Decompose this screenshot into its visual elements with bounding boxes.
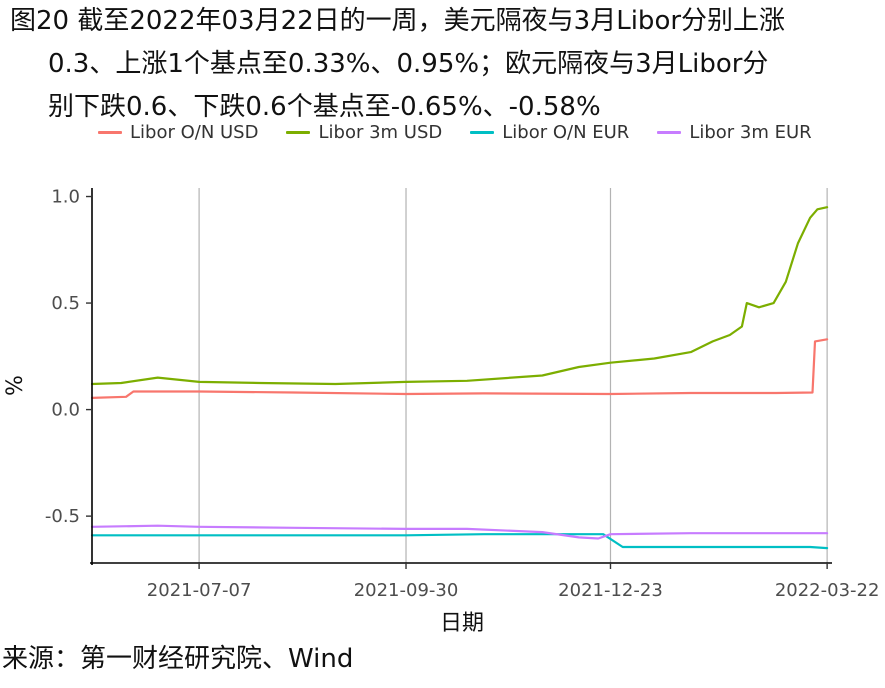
title-line-2: 0.3、上涨1个基点至0.33%、0.95%；欧元隔夜与3月Libor分: [48, 49, 769, 79]
series-line-3: [90, 524, 829, 540]
legend-label-0: Libor O/N USD: [130, 121, 259, 143]
legend-item-0: Libor O/N USD: [98, 122, 258, 143]
x-tick-label-2: 2021-12-23: [558, 580, 663, 601]
series-line-2: [90, 533, 829, 550]
source-note: 来源：第一财经研究院、Wind: [2, 644, 354, 674]
title-line-3: 别下跌0.6、下跌0.6个基点至-0.65%、-0.58%: [48, 92, 601, 122]
legend-label-2: Libor O/N EUR: [502, 121, 630, 143]
series-line-0: [90, 338, 829, 399]
legend-item-3: Libor 3m EUR: [657, 121, 812, 143]
legend-item-1: Libor 3m USD: [286, 122, 442, 143]
y-tick-label-3: 1.0: [51, 187, 80, 208]
legend-label-3: Libor 3m EUR: [689, 121, 812, 143]
x-tick-label-0: 2021-07-07: [147, 580, 252, 601]
legend-item-2: Libor O/N EUR: [470, 122, 629, 143]
y-axis-label: %: [3, 375, 28, 396]
x-axis-label: 日期: [440, 611, 484, 636]
x-tick-label-1: 2021-09-30: [354, 580, 459, 601]
legend-key-1: [286, 130, 311, 134]
y-tick-label-1: 0.0: [51, 400, 80, 421]
title-line-1: 图20 截至2022年03月22日的一周，美元隔夜与3月Libor分别上涨: [10, 6, 786, 36]
y-tick-label-2: 0.5: [51, 293, 80, 314]
series-line-1: [90, 206, 829, 386]
x-tick-label-3: 2022-03-22: [775, 580, 880, 601]
legend-key-3: [657, 130, 682, 134]
legend: Libor O/N USD Libor 3m USD Libor O/N EUR…: [98, 118, 840, 146]
legend-key-2: [470, 130, 495, 134]
legend-key-0: [98, 130, 122, 134]
y-tick-label-0: -0.5: [45, 506, 80, 527]
legend-label-1: Libor 3m USD: [318, 121, 443, 143]
